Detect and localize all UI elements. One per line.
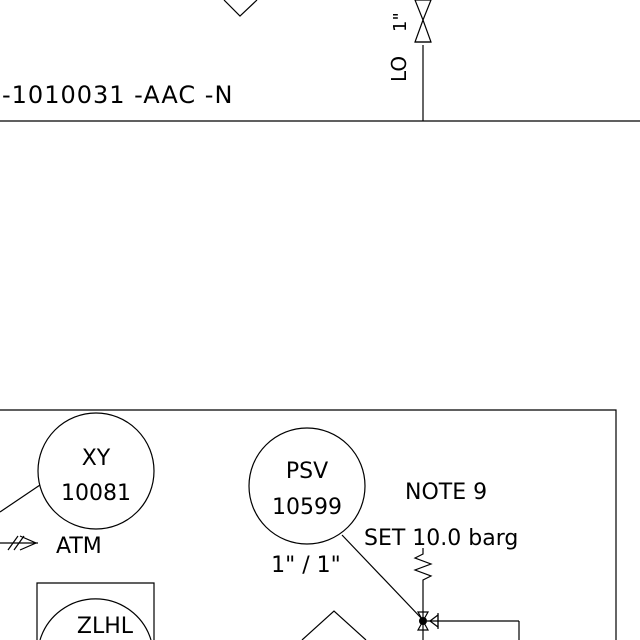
diamond-partial-top bbox=[223, 0, 258, 17]
psv-size-label: 1" / 1" bbox=[271, 553, 341, 578]
atm-arrow-tick-1 bbox=[7, 535, 19, 551]
boundary-box bbox=[0, 409, 617, 640]
xy-instrument-bubble bbox=[37, 412, 155, 530]
diamond-partial-bottom bbox=[301, 610, 367, 640]
gate-valve-lower bbox=[414, 18, 432, 43]
relief-valve-node bbox=[419, 617, 427, 625]
relief-valve-seat-bottom bbox=[416, 619, 430, 631]
atm-label: ATM bbox=[56, 534, 102, 559]
set-pressure-label: SET 10.0 barg bbox=[364, 526, 518, 551]
xy-tag: XY bbox=[82, 446, 111, 471]
xy-number: 10081 bbox=[61, 481, 131, 506]
lo-label: LO bbox=[387, 56, 411, 82]
psv-leader-line bbox=[341, 534, 424, 621]
psv-instrument-bubble bbox=[248, 427, 366, 545]
relief-valve-spring bbox=[413, 548, 433, 598]
xy-signal-line bbox=[0, 484, 41, 513]
valve-size-top: 1" bbox=[390, 12, 411, 32]
relief-outlet-arrow bbox=[429, 613, 439, 629]
zlhl-box bbox=[36, 582, 155, 640]
psv-number: 10599 bbox=[272, 495, 342, 520]
atm-arrow-tick-2 bbox=[13, 535, 25, 551]
line-number-label: -1010031 -AAC -N bbox=[2, 81, 233, 109]
psv-tag: PSV bbox=[286, 459, 328, 484]
gate-valve-upper bbox=[414, 0, 432, 22]
relief-valve-seat-top bbox=[416, 611, 430, 623]
note-label: NOTE 9 bbox=[405, 480, 487, 505]
zlhl-bubble bbox=[39, 598, 152, 640]
zlhl-tag: ZLHL bbox=[77, 614, 134, 639]
atm-arrow-head bbox=[19, 535, 38, 551]
